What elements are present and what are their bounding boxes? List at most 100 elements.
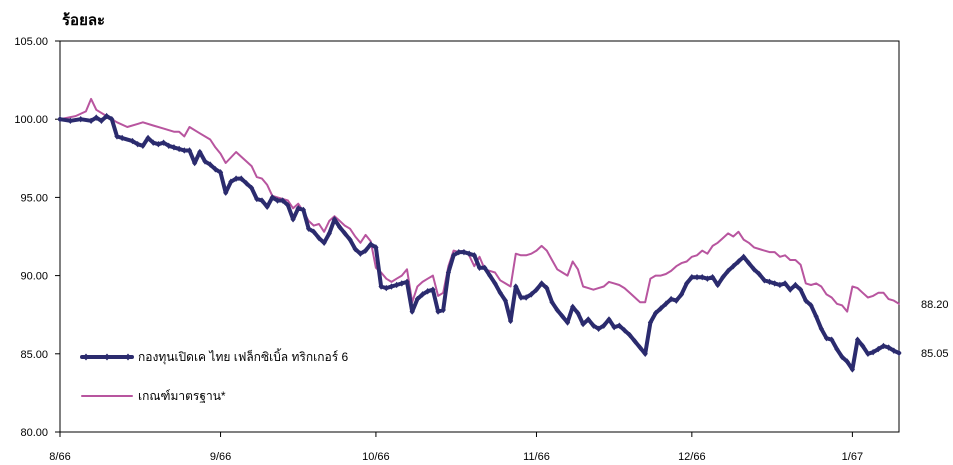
fund-point-marker <box>456 248 462 256</box>
fund-point-marker <box>285 202 291 209</box>
fund-point-marker <box>331 216 338 223</box>
fund-point-marker <box>228 178 234 185</box>
fund-point-marker <box>321 239 327 246</box>
fund-point-marker <box>870 349 876 356</box>
fund-point-marker <box>274 197 281 204</box>
fund-point-marker <box>238 175 244 182</box>
fund-point-marker <box>720 273 726 281</box>
fund-point-marker <box>849 366 855 373</box>
fund-point-marker <box>119 134 125 142</box>
fund-point-marker <box>451 252 457 259</box>
fund-point-marker <box>223 189 229 196</box>
fund-point-marker <box>487 272 493 279</box>
x-tick-label: 1/67 <box>842 451 863 463</box>
fund-point-marker <box>88 117 94 124</box>
fund-point-marker <box>140 142 146 149</box>
fund-point-marker <box>212 166 218 173</box>
fund-point-marker <box>352 245 358 253</box>
fund-point-marker <box>305 225 312 232</box>
fund-point-marker <box>430 286 436 293</box>
fund-point-marker <box>564 319 571 326</box>
fund-point-marker <box>590 322 597 329</box>
fund-point-marker <box>627 331 633 339</box>
fund-point-marker <box>129 137 136 145</box>
fund-point-marker <box>264 203 270 210</box>
fund-point-marker <box>357 250 363 257</box>
fund-point-marker <box>197 148 203 156</box>
fund-point-marker <box>684 280 690 287</box>
fund-point-marker <box>735 258 742 265</box>
fund-point-marker <box>860 342 866 350</box>
fund-point-marker <box>606 316 612 323</box>
fund-point-marker <box>668 295 674 303</box>
fund-point-marker <box>813 313 819 320</box>
fund-series-line <box>58 114 901 372</box>
fund-point-marker <box>886 344 892 351</box>
fund-point-marker <box>269 194 275 201</box>
fund-point-marker <box>186 147 193 154</box>
y-tick-label: 80.00 <box>20 427 48 439</box>
fund-point-marker <box>440 306 446 314</box>
fund-point-marker <box>311 228 317 236</box>
fund-point-marker <box>104 112 110 120</box>
fund-point-marker <box>854 336 861 343</box>
fund-point-marker <box>145 134 151 142</box>
fund-point-marker <box>160 139 167 146</box>
fund-point-marker <box>476 264 483 271</box>
fund-point-marker <box>492 280 498 287</box>
fund-point-marker <box>150 139 156 146</box>
fund-point-marker <box>445 269 452 276</box>
fund-point-marker <box>347 236 353 243</box>
fund-point-marker <box>715 281 721 289</box>
fund-point-marker <box>280 197 286 204</box>
fund-point-marker <box>57 116 63 123</box>
fund-point-marker <box>880 342 887 350</box>
fund-point-marker <box>772 280 778 287</box>
fund-point-marker <box>741 253 747 261</box>
fund-point-marker <box>725 267 731 275</box>
fund-point-marker <box>896 349 902 357</box>
legend-fund-marker <box>83 353 89 361</box>
fund-point-marker <box>777 281 783 289</box>
fund-point-marker <box>601 322 607 329</box>
fund-point-marker <box>409 308 415 315</box>
fund-point-marker <box>549 298 555 306</box>
fund-point-marker <box>378 283 384 290</box>
fund-point-marker <box>818 325 824 332</box>
fund-point-marker <box>585 316 591 323</box>
fund-point-marker <box>466 250 472 257</box>
fund-point-marker <box>658 305 664 312</box>
fund-point-marker <box>482 264 488 271</box>
fund-point-marker <box>93 114 99 121</box>
fund-point-marker <box>109 116 115 123</box>
fund-point-marker <box>502 297 508 304</box>
fund-point-marker <box>342 230 348 237</box>
fund-point-marker <box>766 278 773 286</box>
fund-point-marker <box>839 353 845 361</box>
fund-point-marker <box>823 334 830 342</box>
fund-point-marker <box>580 320 586 328</box>
fund-point-marker <box>570 303 576 311</box>
fund-end-value-label: 85.05 <box>921 348 949 360</box>
fund-point-marker <box>202 158 208 165</box>
fund-point-marker <box>751 266 757 273</box>
fund-point-marker <box>497 289 503 297</box>
fund-point-marker <box>507 317 514 325</box>
fund-point-marker <box>207 161 213 168</box>
fund-point-marker <box>596 325 602 332</box>
benchmark-end-value-label: 88.20 <box>921 299 949 311</box>
fund-point-marker <box>135 141 141 148</box>
fund-point-marker <box>518 294 524 301</box>
fund-point-marker <box>652 309 659 317</box>
fund-point-marker <box>746 259 752 267</box>
fund-point-marker <box>699 273 705 281</box>
fund-point-marker <box>425 288 431 295</box>
series-layer <box>57 97 902 373</box>
fund-point-marker <box>243 180 250 187</box>
fund-point-marker <box>249 184 255 192</box>
x-tick-label: 8/66 <box>49 451 70 463</box>
fund-point-marker <box>300 206 307 214</box>
y-tick-label: 100.00 <box>14 114 48 126</box>
fund-point-marker <box>730 263 736 270</box>
